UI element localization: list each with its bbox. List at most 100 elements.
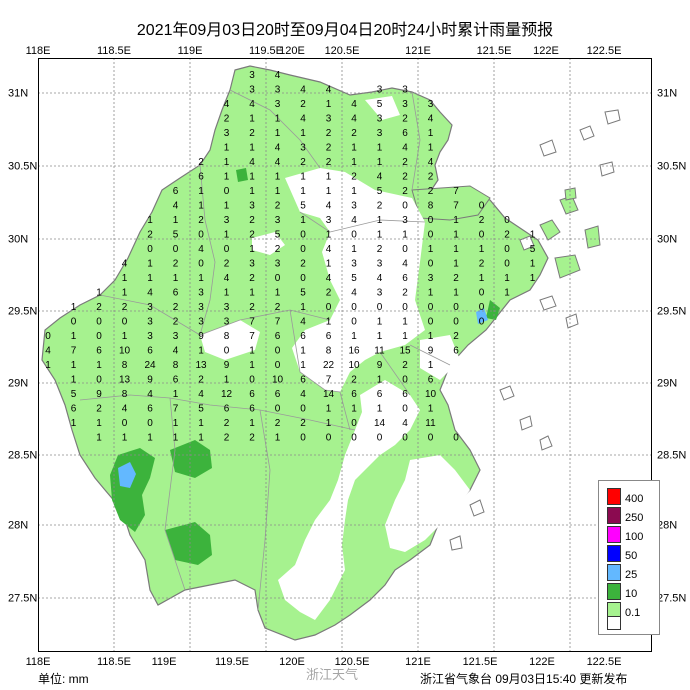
station-value: 8 [122,360,128,371]
station-value: 6 [275,389,281,400]
legend-label: 400 [625,493,644,505]
lon-label-bottom: 118E [25,656,51,668]
station-value: 1 [224,375,230,386]
station-value: 1 [249,418,255,429]
station-value: 6 [96,346,102,357]
lon-label-bottom: 118.5E [96,656,132,668]
station-value: 6 [300,331,306,342]
station-value: 1 [198,186,204,197]
station-value: 2 [402,288,408,299]
station-value: 2 [351,375,357,386]
station-value: 4 [326,273,332,284]
station-value: 0 [504,259,510,270]
station-value: 3 [300,143,306,154]
station-value: 6 [198,172,204,183]
station-value: 2 [275,244,281,255]
station-value: 3 [224,317,230,328]
station-value: 2 [479,215,485,226]
lat-lon-grid [38,58,652,652]
station-value: 2 [147,230,153,241]
station-value: 3 [326,114,332,125]
station-value: 6 [300,375,306,386]
station-value: 2 [224,259,230,270]
legend-item: 400 [599,487,659,506]
station-value: 6 [71,404,77,415]
station-value: 4 [326,85,332,96]
station-value: 0 [479,317,485,328]
station-value: 4 [122,259,128,270]
station-value: 0 [96,317,102,328]
station-value: 12 [221,389,233,400]
station-value: 1 [198,273,204,284]
station-value: 1 [377,317,383,328]
station-value: 3 [377,85,383,96]
station-value: 1 [351,331,357,342]
station-value: 3 [173,331,179,342]
station-value: 1 [326,172,332,183]
lon-label-top: 121.5E [476,45,512,57]
station-value: 1 [453,230,459,241]
station-value: 1 [300,215,306,226]
station-value: 0 [351,302,357,313]
station-value: 0 [198,259,204,270]
station-value: 0 [479,302,485,313]
station-value: 6 [249,389,255,400]
station-value: 1 [198,433,204,444]
station-value: 7 [71,346,77,357]
station-value: 3 [147,331,153,342]
station-value: 10 [272,375,284,386]
station-value: 2 [173,317,179,328]
station-value: 3 [198,317,204,328]
station-value: 1 [402,230,408,241]
station-value: 4 [428,157,434,168]
station-value: 1 [71,418,77,429]
station-value: 2 [428,186,434,197]
station-value: 0 [351,433,357,444]
station-value: 0 [45,331,51,342]
station-value: 2 [402,172,408,183]
station-value: 0 [402,201,408,212]
station-value: 0 [428,230,434,241]
station-value: 0 [300,230,306,241]
station-value: 2 [198,157,204,168]
station-value: 0 [377,433,383,444]
station-value: 9 [224,360,230,371]
station-value: 0 [504,215,510,226]
station-value: 16 [348,346,360,357]
legend-item: 100 [599,525,659,544]
station-value: 1 [71,375,77,386]
station-value: 1 [249,288,255,299]
station-value: 1 [300,360,306,371]
lat-label-right: 28N [657,519,678,532]
station-value: 1 [300,186,306,197]
station-value: 6 [402,128,408,139]
station-value: 1 [326,259,332,270]
station-value: 1 [275,186,281,197]
lon-label-top: 122.5E [586,45,622,57]
station-value: 2 [326,128,332,139]
station-value: 0 [428,302,434,313]
station-value: 4 [351,114,357,125]
station-value: 6 [173,186,179,197]
station-value: 1 [122,273,128,284]
station-value: 3 [147,302,153,313]
station-value: 1 [453,215,459,226]
station-value: 4 [224,99,230,110]
station-value: 0 [224,186,230,197]
station-value: 1 [249,114,255,125]
station-value: 0 [147,418,153,429]
station-value: 3 [377,128,383,139]
station-value: 4 [275,143,281,154]
station-value: 1 [173,433,179,444]
station-value: 3 [377,288,383,299]
station-value: 2 [300,157,306,168]
station-value: 1 [377,375,383,386]
station-value: 1 [96,433,102,444]
station-value: 2 [122,302,128,313]
station-value: 6 [326,331,332,342]
station-value: 3 [249,259,255,270]
lat-label-right: 28.5N [657,449,687,462]
station-value: 1 [224,172,230,183]
station-value: 3 [351,259,357,270]
station-value: 0 [275,404,281,415]
